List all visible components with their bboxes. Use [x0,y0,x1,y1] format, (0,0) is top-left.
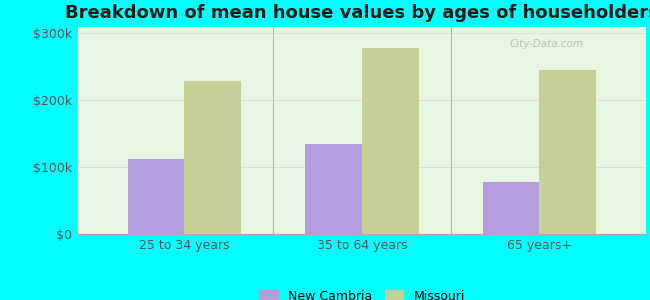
Bar [482,182,540,234]
Bar [127,159,185,234]
Bar [362,48,419,234]
Title: Breakdown of mean house values by ages of householders: Breakdown of mean house values by ages o… [65,4,650,22]
Legend: New Cambria, Missouri: New Cambria, Missouri [255,286,469,300]
Bar [185,81,241,234]
Bar [540,70,596,234]
Text: City-Data.com: City-Data.com [510,39,584,49]
Bar [305,144,362,234]
